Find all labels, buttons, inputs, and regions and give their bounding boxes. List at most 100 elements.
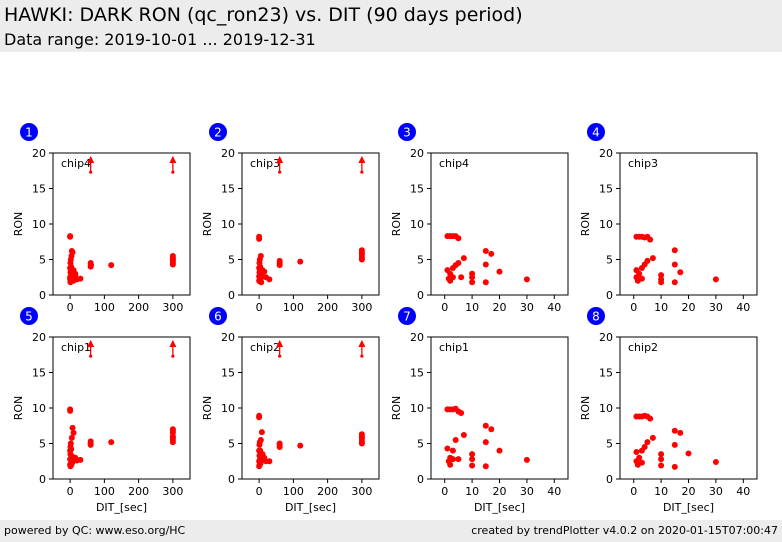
out-of-range-arrow-base bbox=[360, 170, 364, 174]
y-tick-label: 20 bbox=[410, 147, 424, 160]
x-tick-label: 300 bbox=[351, 485, 372, 498]
y-tick-label: 5 bbox=[228, 254, 235, 267]
y-tick-label: 0 bbox=[417, 473, 424, 486]
y-tick-label: 20 bbox=[599, 331, 613, 344]
y-axis-label: RON bbox=[390, 212, 403, 237]
data-point bbox=[658, 279, 665, 286]
x-axis-label: DIT_[sec] bbox=[285, 501, 336, 514]
data-point bbox=[649, 255, 656, 262]
x-tick-label: 30 bbox=[709, 485, 723, 498]
x-tick-label: 30 bbox=[520, 485, 534, 498]
x-tick-label: 10 bbox=[465, 301, 479, 314]
data-point bbox=[449, 456, 456, 463]
x-tick-label: 200 bbox=[317, 301, 338, 314]
data-point bbox=[469, 279, 476, 286]
data-point bbox=[649, 434, 656, 441]
data-point bbox=[261, 268, 268, 275]
data-point bbox=[449, 274, 456, 281]
x-tick-label: 0 bbox=[67, 301, 74, 314]
panel-badge bbox=[20, 123, 38, 141]
data-point bbox=[671, 441, 678, 448]
data-point bbox=[460, 255, 467, 262]
x-tick-label: 40 bbox=[547, 485, 561, 498]
data-point bbox=[108, 262, 115, 269]
y-tick-label: 10 bbox=[221, 402, 235, 415]
out-of-range-arrow-base bbox=[360, 354, 364, 358]
data-point bbox=[358, 250, 365, 257]
y-tick-label: 0 bbox=[39, 473, 46, 486]
data-point bbox=[636, 454, 643, 461]
data-point bbox=[482, 279, 489, 286]
x-tick-label: 0 bbox=[441, 301, 448, 314]
out-of-range-arrow-head bbox=[87, 155, 95, 163]
x-tick-label: 100 bbox=[283, 301, 304, 314]
data-point bbox=[358, 440, 365, 447]
data-point bbox=[68, 434, 75, 441]
x-tick-label: 20 bbox=[493, 301, 507, 314]
data-point bbox=[658, 456, 665, 463]
data-point bbox=[358, 256, 365, 263]
data-point bbox=[77, 275, 84, 282]
panel-badge-label: 3 bbox=[403, 126, 411, 140]
x-tick-label: 100 bbox=[94, 301, 115, 314]
data-point bbox=[67, 440, 74, 447]
out-of-range-arrow-base bbox=[171, 170, 175, 174]
data-point bbox=[482, 261, 489, 268]
data-point bbox=[67, 233, 74, 240]
data-point bbox=[256, 414, 263, 421]
header: HAWKI: DARK RON (qc_ron23) vs. DIT (90 d… bbox=[0, 0, 782, 52]
data-point bbox=[88, 262, 95, 269]
x-tick-label: 40 bbox=[547, 301, 561, 314]
x-axis-label: DIT_[sec] bbox=[663, 501, 714, 514]
y-tick-label: 0 bbox=[228, 289, 235, 302]
y-tick-label: 20 bbox=[221, 331, 235, 344]
y-tick-label: 20 bbox=[32, 331, 46, 344]
y-tick-label: 10 bbox=[410, 402, 424, 415]
chip-label: chip2 bbox=[250, 341, 280, 354]
data-point bbox=[458, 274, 465, 281]
panel-badge-label: 7 bbox=[403, 310, 411, 324]
panel-8: 8 0 5 10 15 20 0 10 20 30 40 RON DIT_[sec] chip2 bbox=[579, 307, 758, 514]
data-point bbox=[108, 439, 115, 446]
y-tick-label: 5 bbox=[606, 438, 613, 451]
data-point bbox=[647, 236, 654, 243]
data-point bbox=[671, 261, 678, 268]
chip-label: chip4 bbox=[61, 157, 91, 170]
y-tick-label: 0 bbox=[606, 473, 613, 486]
x-tick-label: 300 bbox=[162, 485, 183, 498]
x-tick-label: 0 bbox=[630, 301, 637, 314]
data-point bbox=[447, 461, 454, 468]
data-point bbox=[460, 431, 467, 438]
data-point bbox=[488, 250, 495, 257]
x-tick-label: 300 bbox=[351, 301, 372, 314]
out-of-range-arrow-base bbox=[89, 170, 93, 174]
x-axis-label: DIT_[sec] bbox=[96, 501, 147, 514]
data-point bbox=[458, 409, 465, 416]
data-point bbox=[638, 459, 645, 466]
data-point bbox=[297, 258, 304, 265]
data-point bbox=[258, 279, 265, 286]
data-point bbox=[633, 449, 640, 456]
data-point bbox=[358, 434, 365, 441]
chip-label: chip2 bbox=[628, 341, 658, 354]
page-title: HAWKI: DARK RON (qc_ron23) vs. DIT (90 d… bbox=[4, 4, 523, 26]
data-point bbox=[169, 427, 176, 434]
y-tick-label: 15 bbox=[410, 367, 424, 380]
data-point bbox=[496, 447, 503, 454]
chip-label: chip3 bbox=[628, 157, 658, 170]
data-point bbox=[658, 462, 665, 469]
data-point bbox=[671, 427, 678, 434]
x-tick-label: 10 bbox=[654, 301, 668, 314]
data-point bbox=[482, 463, 489, 470]
panel-badge-label: 2 bbox=[214, 126, 222, 140]
panel-badge bbox=[587, 123, 605, 141]
y-tick-label: 5 bbox=[417, 254, 424, 267]
out-of-range-arrow-head bbox=[358, 339, 366, 347]
out-of-range-arrow-head bbox=[358, 155, 366, 163]
data-point bbox=[469, 456, 476, 463]
y-tick-label: 15 bbox=[221, 183, 235, 196]
y-tick-label: 5 bbox=[39, 438, 46, 451]
data-point bbox=[636, 270, 643, 277]
